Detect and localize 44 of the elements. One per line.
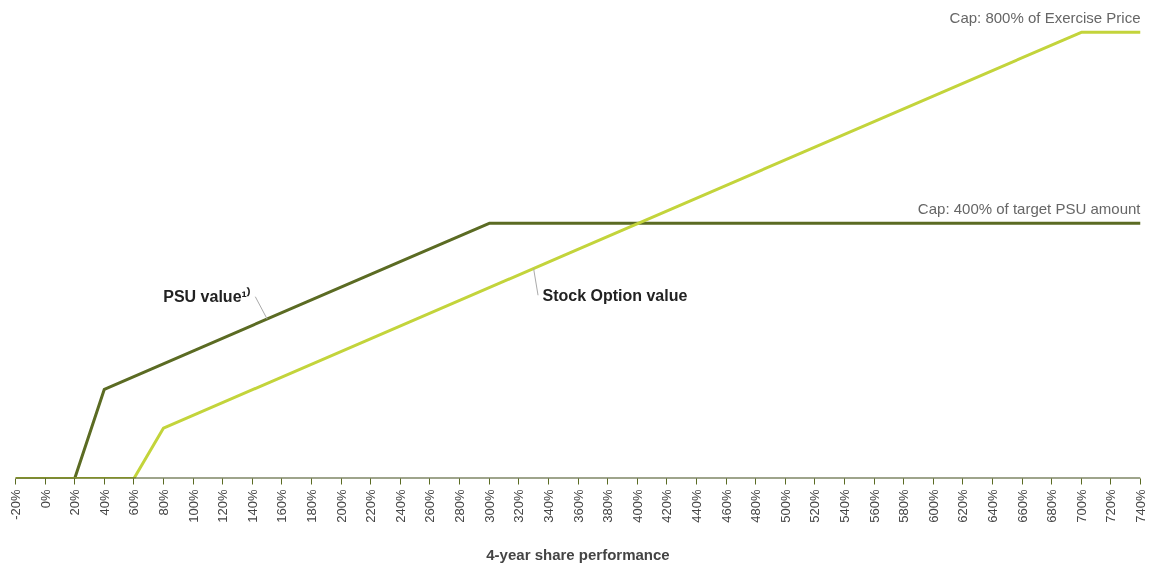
- x-tick-label: 340%: [540, 489, 556, 523]
- x-tick-label: 700%: [1073, 489, 1089, 523]
- x-tick-label: 280%: [452, 489, 468, 523]
- x-tick-label: 240%: [392, 489, 408, 523]
- x-tick-label: 260%: [422, 489, 438, 523]
- x-tick-label: 600%: [925, 489, 941, 523]
- x-tick-label: 380%: [600, 489, 616, 523]
- x-axis-title: 4-year share performance: [486, 545, 670, 563]
- x-tick-label: 320%: [511, 489, 527, 523]
- x-tick-label: 160%: [274, 489, 290, 523]
- x-tick-label: 300%: [481, 489, 497, 523]
- x-tick-label: -20%: [8, 489, 23, 520]
- x-tick-label: 560%: [866, 489, 882, 523]
- x-tick-label: 520%: [807, 489, 823, 523]
- x-tick-label: 740%: [1133, 489, 1148, 523]
- x-tick-label: 220%: [363, 489, 379, 523]
- x-tick-label: 400%: [629, 489, 645, 523]
- x-tick-label: 420%: [659, 489, 675, 523]
- x-tick-label: 660%: [1014, 489, 1030, 523]
- x-tick-label: 120%: [215, 489, 231, 523]
- annotation: Cap: 400% of target PSU amount: [917, 200, 1142, 218]
- x-tick-label: 580%: [896, 489, 912, 523]
- series-label: Stock Option value: [542, 286, 688, 304]
- x-tick-label: 440%: [688, 489, 704, 523]
- x-tick-label: 40%: [96, 489, 112, 516]
- text: Cap: 800% of Exercise Price: [949, 9, 1141, 27]
- x-tick-label: 620%: [955, 489, 971, 523]
- x-tick-label: 140%: [244, 489, 260, 523]
- x-tick-label: 80%: [156, 489, 172, 516]
- x-tick-label: 460%: [718, 489, 734, 523]
- x-tick-label: 100%: [185, 489, 201, 523]
- series-label: PSU value¹⁾: [163, 287, 251, 306]
- x-tick-label: 540%: [836, 489, 852, 523]
- x-tick-label: 0%: [37, 489, 53, 509]
- x-tick-label: 360%: [570, 489, 586, 523]
- x-tick-label: 640%: [984, 489, 1000, 523]
- x-tick-label: 60%: [126, 489, 142, 516]
- x-tick-label: 480%: [748, 489, 764, 523]
- x-tick-label: 200%: [333, 489, 349, 523]
- x-tick-label: 680%: [1044, 489, 1060, 523]
- x-tick-label: 180%: [304, 489, 320, 523]
- x-tick-label: 500%: [777, 489, 793, 523]
- x-tick-label: 20%: [67, 489, 83, 516]
- x-tick-label: 720%: [1103, 489, 1119, 523]
